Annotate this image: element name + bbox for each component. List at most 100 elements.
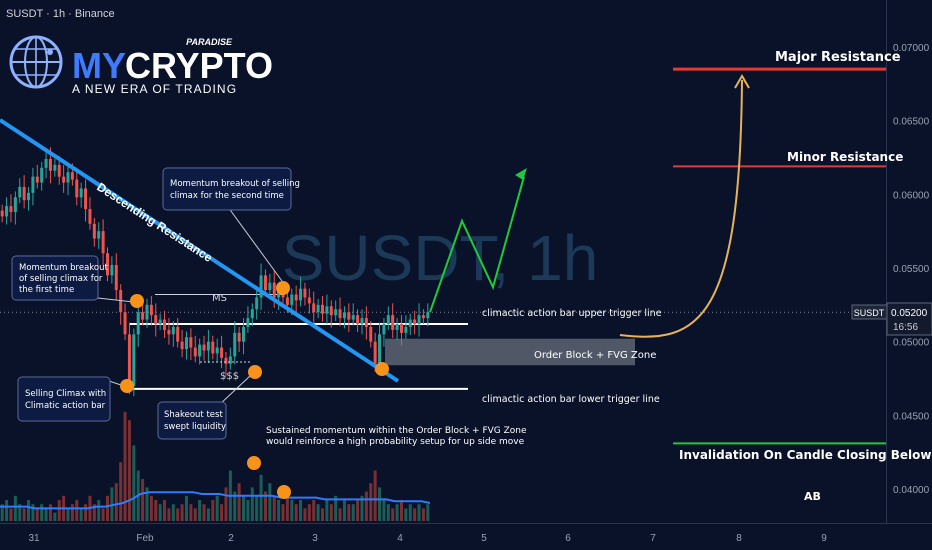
callout-selling-climax[interactable]: Selling Climax with Climatic action bar xyxy=(17,376,111,422)
candle-body xyxy=(106,253,109,276)
candle-body xyxy=(66,172,70,183)
candle-body xyxy=(255,297,259,310)
volume-bar xyxy=(149,495,153,521)
marker-breakout-first xyxy=(130,294,144,308)
marker-breakout-second xyxy=(276,281,290,295)
time-axis[interactable]: 31 Feb 2 3 4 5 6 7 8 9 xyxy=(28,533,827,544)
volume-bar xyxy=(184,495,188,521)
callout-text: the first time xyxy=(19,285,74,295)
x-tick-label: 3 xyxy=(312,533,318,544)
x-tick-label: 5 xyxy=(481,533,487,544)
volume-bar xyxy=(22,508,26,521)
logo-crypto: CRYPTO xyxy=(125,45,273,86)
candle-body xyxy=(35,176,39,183)
ms-label: MS xyxy=(212,293,227,304)
volume-bar xyxy=(158,504,162,521)
volume-bar xyxy=(171,504,175,521)
x-tick-label: 31 xyxy=(28,533,40,544)
volume-bar xyxy=(399,500,403,521)
logo-my: MY xyxy=(72,45,126,86)
target-arc xyxy=(619,79,743,338)
candle-body xyxy=(101,231,105,254)
volume-bar xyxy=(145,487,149,521)
candle-body xyxy=(215,347,219,354)
candle-body xyxy=(62,176,66,183)
markers xyxy=(120,281,389,499)
candle-body xyxy=(364,318,368,327)
candle-body xyxy=(0,210,4,217)
volume-ma-line xyxy=(0,491,431,510)
volume-bar xyxy=(70,504,74,521)
candle-body xyxy=(5,206,9,217)
candle-body xyxy=(13,197,17,213)
candle-body xyxy=(228,356,232,364)
candle-body xyxy=(176,326,180,342)
y-tick-label: 0.07000 xyxy=(893,43,930,54)
volume-bar xyxy=(211,500,215,521)
candles xyxy=(0,147,430,397)
callout-breakout-first[interactable]: Momentum breakout of selling climax for … xyxy=(11,255,108,301)
candle-body xyxy=(158,319,162,324)
candle-body xyxy=(237,332,241,342)
last-price-tag[interactable]: SUSDT 0.05200 16:56 xyxy=(851,302,932,336)
logo-tagline: A NEW ERA OF TRADING xyxy=(72,82,237,96)
candle-body xyxy=(84,188,88,210)
volume-bar xyxy=(342,500,346,521)
callout-breakout-second[interactable]: Momentum breakout of selling climax for … xyxy=(162,167,300,211)
volume-bar xyxy=(277,500,281,521)
candle-body xyxy=(338,309,342,319)
lower-trigger-label: climactic action bar lower trigger line xyxy=(482,394,660,405)
candle-body xyxy=(70,172,74,180)
volume-bar xyxy=(224,487,228,521)
candle-body xyxy=(167,329,171,335)
candle-body xyxy=(307,297,311,304)
volume-bar xyxy=(220,504,224,521)
candle-body xyxy=(9,206,13,213)
volume-bar xyxy=(106,495,109,521)
volume-bar xyxy=(114,483,118,521)
volume-bar xyxy=(373,470,377,521)
y-tick-label: 0.05500 xyxy=(893,264,930,275)
volume-bar xyxy=(413,508,417,521)
volume-bar xyxy=(141,479,145,521)
callout-connector xyxy=(217,375,251,407)
price-axis[interactable]: 0.07000 0.06500 0.06000 0.05500 0.05000 0.045… xyxy=(893,43,930,496)
candle-body xyxy=(321,304,324,314)
order-block-label: Order Block + FVG Zone xyxy=(534,350,656,361)
volume-bar xyxy=(294,504,298,521)
candle-body xyxy=(136,312,140,335)
callout-text: swept liquidity xyxy=(164,422,226,432)
minor-resistance-label: Minor Resistance xyxy=(787,150,903,164)
x-tick-label: 7 xyxy=(650,533,656,544)
candle-body xyxy=(246,318,250,327)
volume-bar xyxy=(84,504,88,521)
volume-bar xyxy=(395,504,399,521)
candle-body xyxy=(382,323,386,335)
volume-bar xyxy=(44,508,48,521)
descending-resistance-line[interactable] xyxy=(0,118,400,383)
callout-shakeout[interactable]: Shakeout test swept liquidity xyxy=(157,401,227,440)
candle-body xyxy=(272,282,276,298)
marker-ob-test xyxy=(375,362,389,376)
candle-body xyxy=(417,315,421,324)
invalidation-label: Invalidation On Candle Closing Below xyxy=(679,448,932,462)
volume-bar xyxy=(202,504,206,521)
price-tag-value: 0.05200 xyxy=(891,308,928,319)
volume-bar xyxy=(97,500,101,521)
candle-body xyxy=(22,186,26,201)
x-tick-label: Feb xyxy=(136,533,154,544)
volume-bar xyxy=(316,504,320,521)
order-block-zone[interactable] xyxy=(385,338,635,366)
projection-arrowhead xyxy=(515,168,527,180)
volume-bar xyxy=(281,504,285,521)
volume-bar xyxy=(417,504,421,521)
candle-body xyxy=(329,306,333,316)
candle-body xyxy=(356,315,360,324)
volume-bar xyxy=(154,500,158,521)
candle-body xyxy=(57,164,61,177)
candle-body xyxy=(351,315,355,320)
volume-bar xyxy=(307,504,311,521)
volume-bar xyxy=(360,495,364,521)
candle-body xyxy=(408,319,412,327)
